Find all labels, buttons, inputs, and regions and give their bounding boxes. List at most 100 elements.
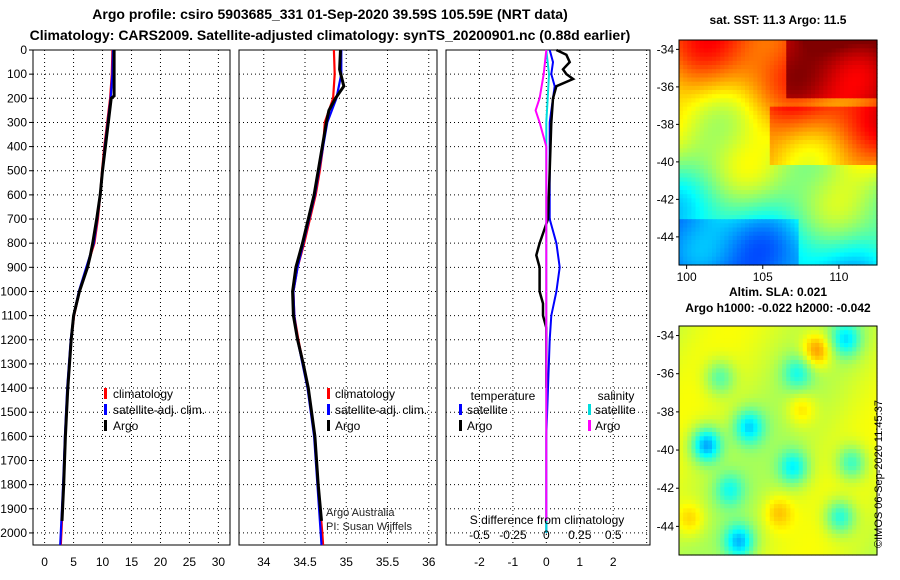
map-cell: [831, 427, 837, 433]
map-cell: [872, 406, 878, 412]
map-cell: [786, 453, 791, 459]
map-cell: [687, 215, 692, 220]
map-cell: [753, 115, 758, 120]
map-cell: [839, 202, 845, 208]
map-cell: [811, 512, 816, 518]
map-cell: [732, 487, 738, 492]
map-cell: [782, 359, 787, 365]
map-cell: [745, 65, 750, 70]
map-cell: [757, 152, 763, 158]
map-cell: [811, 190, 816, 195]
map-cell: [835, 436, 841, 442]
map-cell: [806, 330, 812, 336]
map-cell: [765, 110, 771, 116]
map-cell: [749, 152, 754, 158]
map-cell: [724, 330, 730, 336]
map-cell: [856, 69, 862, 74]
map-cell: [740, 393, 746, 399]
map-cell: [683, 499, 688, 505]
map-cell: [753, 351, 758, 357]
map-cell: [745, 123, 750, 129]
map-cell: [844, 256, 849, 262]
map-cell: [778, 77, 783, 83]
map-cell: [844, 135, 849, 141]
map-cell: [745, 40, 750, 45]
map-cell: [773, 516, 779, 522]
map-cell: [679, 423, 684, 429]
map-cell: [683, 131, 688, 137]
map-cell: [753, 491, 758, 497]
map-cell: [707, 398, 713, 403]
map-cell: [728, 144, 734, 149]
map-cell: [835, 231, 841, 237]
map-cell: [736, 73, 742, 79]
map-cell: [732, 215, 738, 220]
map-cell: [707, 206, 713, 212]
map-cell: [860, 512, 866, 518]
map-cell: [745, 110, 750, 116]
map-cell: [699, 52, 705, 58]
map-cell: [835, 393, 841, 399]
map-cell: [703, 219, 709, 224]
map-cell: [765, 508, 771, 514]
map-cell: [699, 393, 705, 399]
map-cell: [765, 206, 771, 212]
map-cell: [695, 487, 701, 492]
map-cell: [683, 152, 688, 158]
map-cell: [761, 423, 767, 429]
map-cell: [753, 44, 758, 49]
map-cell: [798, 427, 804, 433]
map-cell: [691, 115, 697, 120]
map-cell: [695, 410, 701, 416]
map-cell: [815, 355, 820, 361]
map-cell: [703, 364, 709, 370]
map-cell: [749, 144, 754, 149]
map-cell: [872, 423, 878, 429]
map-cell: [794, 495, 800, 501]
map-cell: [872, 389, 878, 395]
map-cell: [848, 73, 853, 79]
map-cell: [712, 148, 717, 154]
map-cell: [757, 115, 763, 120]
map-cell: [815, 260, 820, 266]
map-cell: [736, 127, 742, 133]
map-cell: [852, 181, 857, 187]
map-cell: [848, 326, 853, 331]
map-cell: [802, 364, 808, 370]
map-cell: [691, 432, 697, 437]
map-cell: [732, 119, 738, 124]
map-cell: [778, 326, 783, 331]
map-cell: [815, 235, 820, 241]
map-cell: [765, 81, 771, 87]
map-cell: [720, 398, 725, 403]
map-cell: [728, 69, 734, 74]
map-cell: [749, 453, 754, 459]
map-cell: [790, 198, 796, 204]
map-cell: [765, 448, 771, 454]
map-cell: [695, 65, 701, 70]
map-cell: [679, 465, 684, 471]
map-cell: [806, 474, 812, 480]
map-cell: [687, 512, 692, 518]
map-cell: [761, 436, 767, 442]
map-cell: [806, 106, 812, 112]
map-cell: [786, 215, 791, 220]
map-cell: [815, 440, 820, 446]
map-cell: [687, 326, 692, 331]
map-cell: [773, 127, 779, 133]
map-cell: [687, 73, 692, 79]
map-cell: [683, 504, 688, 509]
map-cell: [753, 393, 758, 399]
map-cell: [802, 482, 808, 488]
map-cell: [769, 402, 775, 408]
map-cell: [819, 355, 824, 361]
map-cell: [815, 512, 820, 518]
map-cell: [778, 330, 783, 336]
map-cell: [856, 427, 862, 433]
map-cell: [691, 419, 697, 425]
map-cell: [864, 210, 870, 216]
map-cell: [868, 364, 874, 370]
map-cell: [802, 69, 808, 74]
map-cell: [827, 206, 833, 212]
